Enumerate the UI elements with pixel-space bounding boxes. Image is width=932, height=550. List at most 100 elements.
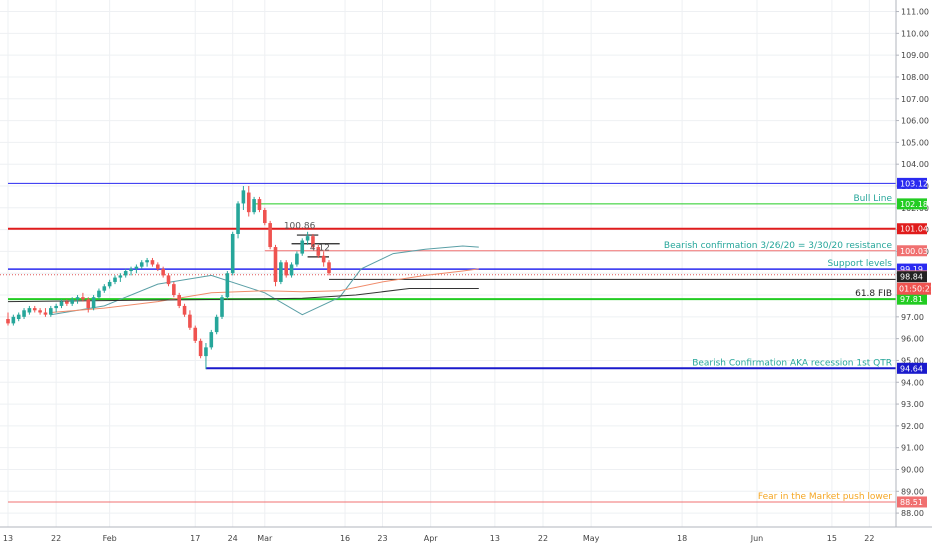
- moving-average-line: [50, 268, 479, 313]
- candle-body: [193, 327, 198, 341]
- candle-body: [182, 305, 187, 315]
- x-tick-label: 17: [190, 534, 200, 543]
- y-axis[interactable]: 88.00 89.00 90.00 91.00 92.00 93.00 94.00 95.00…: [895, 0, 929, 527]
- candle-body: [156, 264, 160, 269]
- y-tick-label: 91.00: [901, 444, 924, 453]
- candle-body: [241, 190, 246, 204]
- y-tick-label: 96.00: [901, 335, 924, 344]
- candle-body: [305, 236, 310, 241]
- candle-body: [300, 240, 305, 254]
- candle-body: [70, 299, 74, 304]
- price-badge-label: 94.64: [900, 364, 923, 373]
- y-tick-label: 106.00: [901, 117, 929, 126]
- candle-body: [161, 268, 165, 276]
- candle-body: [134, 266, 139, 269]
- candle-body: [123, 271, 128, 276]
- price-mark-label: 4.12: [310, 244, 330, 254]
- y-tick-label: 108.00: [901, 73, 929, 82]
- candle-body: [263, 209, 267, 224]
- y-tick-label: 93.00: [901, 400, 924, 409]
- candle-body: [113, 277, 117, 282]
- x-tick-label: 22: [864, 534, 874, 543]
- candle-body: [257, 199, 262, 210]
- candle-body: [16, 314, 21, 320]
- moving-averages: [7, 245, 479, 316]
- candle-body: [81, 297, 85, 300]
- moving-average-line: [7, 288, 479, 303]
- y-tick-label: 89.00: [901, 487, 924, 496]
- price-badge-label: 99.19: [900, 265, 923, 274]
- price-badge: [897, 177, 927, 189]
- moving-average-line: [50, 245, 479, 316]
- candle-body: [86, 299, 91, 309]
- candle-body: [145, 260, 149, 263]
- candle-body: [204, 347, 208, 357]
- price-badge-label: 98.84: [900, 273, 923, 282]
- price-badge: [897, 362, 927, 374]
- candle-body: [321, 255, 326, 263]
- x-tick-label: Mar: [257, 534, 273, 543]
- price-badge: [897, 245, 927, 257]
- candle-body: [236, 203, 240, 234]
- candle-body: [32, 308, 37, 311]
- price-badge: [897, 263, 927, 275]
- candle-body: [49, 308, 53, 315]
- price-badge-label: 88.51: [900, 498, 923, 507]
- candle-body: [118, 275, 123, 278]
- x-tick-label: 24: [228, 534, 238, 543]
- x-tick-label: 15: [827, 534, 837, 543]
- candle-body: [91, 297, 96, 309]
- candle-body: [279, 262, 283, 282]
- candle-body: [268, 223, 272, 248]
- candle-body: [172, 284, 176, 296]
- candle-body: [230, 233, 235, 274]
- candle-body: [150, 260, 155, 265]
- candle-body: [129, 268, 133, 272]
- y-tick-label: 104.00: [901, 160, 929, 169]
- y-tick-label: 107.00: [901, 95, 929, 104]
- candle-body: [11, 316, 16, 324]
- candle-body: [22, 310, 26, 317]
- x-tick-label: 13: [490, 534, 500, 543]
- x-tick-label: Jun: [750, 534, 764, 543]
- x-tick-label: May: [583, 534, 600, 543]
- price-mark-label: 100.86: [284, 222, 316, 232]
- y-tick-label: 94.00: [901, 378, 924, 387]
- candle-body: [295, 253, 299, 265]
- x-tick-label: 13: [3, 534, 13, 543]
- y-tick-label: 110.00: [901, 29, 929, 38]
- candle-body: [284, 262, 288, 276]
- x-tick-label: 18: [677, 534, 687, 543]
- candle-body: [273, 247, 278, 282]
- x-tick-label: 22: [51, 534, 61, 543]
- price-badge: [897, 496, 927, 508]
- candle-body: [177, 295, 181, 306]
- candle-body: [214, 316, 219, 333]
- y-tick-label: 111.00: [901, 8, 929, 17]
- candle-body: [220, 297, 224, 317]
- candle-body: [209, 332, 214, 348]
- x-tick-label: 22: [538, 534, 548, 543]
- countdown-label: 01:50:21: [899, 285, 932, 294]
- candle-body: [225, 273, 230, 298]
- candle-body: [54, 305, 58, 309]
- price-badge-label: 97.81: [900, 295, 923, 304]
- hline-label: Support levels: [827, 259, 892, 269]
- candle-body: [166, 275, 171, 285]
- hline-label: Bearish Confirmation AKA recession 1st Q…: [692, 358, 892, 368]
- candle-body: [97, 290, 101, 298]
- x-axis[interactable]: 13 22 Feb 17 24 Mar 16 23 Apr 13 22 May 18 Jun 15 22: [0, 526, 932, 543]
- y-tick-label: 97.00: [901, 313, 924, 322]
- price-badge-label: 103.12: [900, 179, 928, 188]
- candle-body: [327, 262, 331, 274]
- y-tick-label: 109.00: [901, 51, 929, 60]
- candles: [6, 185, 331, 370]
- candle-body: [316, 247, 321, 256]
- x-tick-label: 23: [377, 534, 387, 543]
- candle-body: [139, 262, 144, 267]
- candle-body: [252, 199, 256, 213]
- y-tick-label: 95.00: [901, 356, 924, 365]
- candle-body: [27, 308, 32, 313]
